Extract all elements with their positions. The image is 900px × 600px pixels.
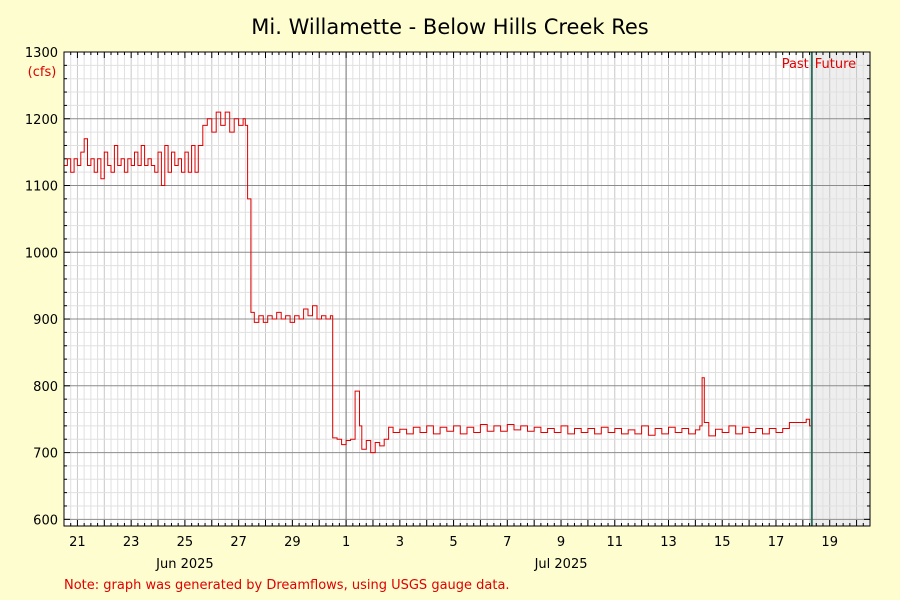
x-tick-label: 13 bbox=[660, 535, 677, 550]
y-tick-label: 800 bbox=[33, 380, 58, 395]
x-tick-label: 17 bbox=[768, 535, 785, 550]
y-tick-label: 1200 bbox=[25, 113, 58, 128]
x-tick-label: 15 bbox=[714, 535, 731, 550]
y-tick-label: 900 bbox=[33, 313, 58, 328]
month-label: Jul 2025 bbox=[534, 557, 588, 572]
x-tick-label: 21 bbox=[69, 535, 86, 550]
y-axis-unit: (cfs) bbox=[28, 65, 57, 80]
x-tick-label: 1 bbox=[342, 535, 350, 550]
future-region bbox=[811, 52, 870, 526]
x-tick-label: 23 bbox=[123, 535, 140, 550]
x-tick-label: 9 bbox=[557, 535, 565, 550]
plot-border bbox=[63, 51, 871, 527]
flow-line bbox=[64, 111, 813, 454]
x-tick-label: 19 bbox=[821, 535, 838, 550]
past-label: Past bbox=[782, 57, 809, 72]
x-tick-label: 5 bbox=[449, 535, 457, 550]
future-label: Future bbox=[815, 57, 856, 72]
month-label: Jun 2025 bbox=[155, 557, 214, 572]
footnote: Note: graph was generated by Dreamflows,… bbox=[64, 578, 510, 593]
x-tick-label: 7 bbox=[503, 535, 511, 550]
x-tick-label: 11 bbox=[606, 535, 623, 550]
y-tick-label: 600 bbox=[33, 513, 58, 528]
y-tick-label: 700 bbox=[33, 447, 58, 462]
y-tick-label: 1100 bbox=[25, 180, 58, 195]
y-tick-label: 1300 bbox=[25, 46, 58, 61]
x-tick-label: 27 bbox=[230, 535, 247, 550]
y-tick-label: 1000 bbox=[25, 246, 58, 261]
chart-title: Mi. Willamette - Below Hills Creek Res bbox=[251, 15, 648, 39]
x-tick-label: 29 bbox=[284, 535, 301, 550]
x-tick-label: 25 bbox=[177, 535, 194, 550]
x-tick-label: 3 bbox=[396, 535, 404, 550]
